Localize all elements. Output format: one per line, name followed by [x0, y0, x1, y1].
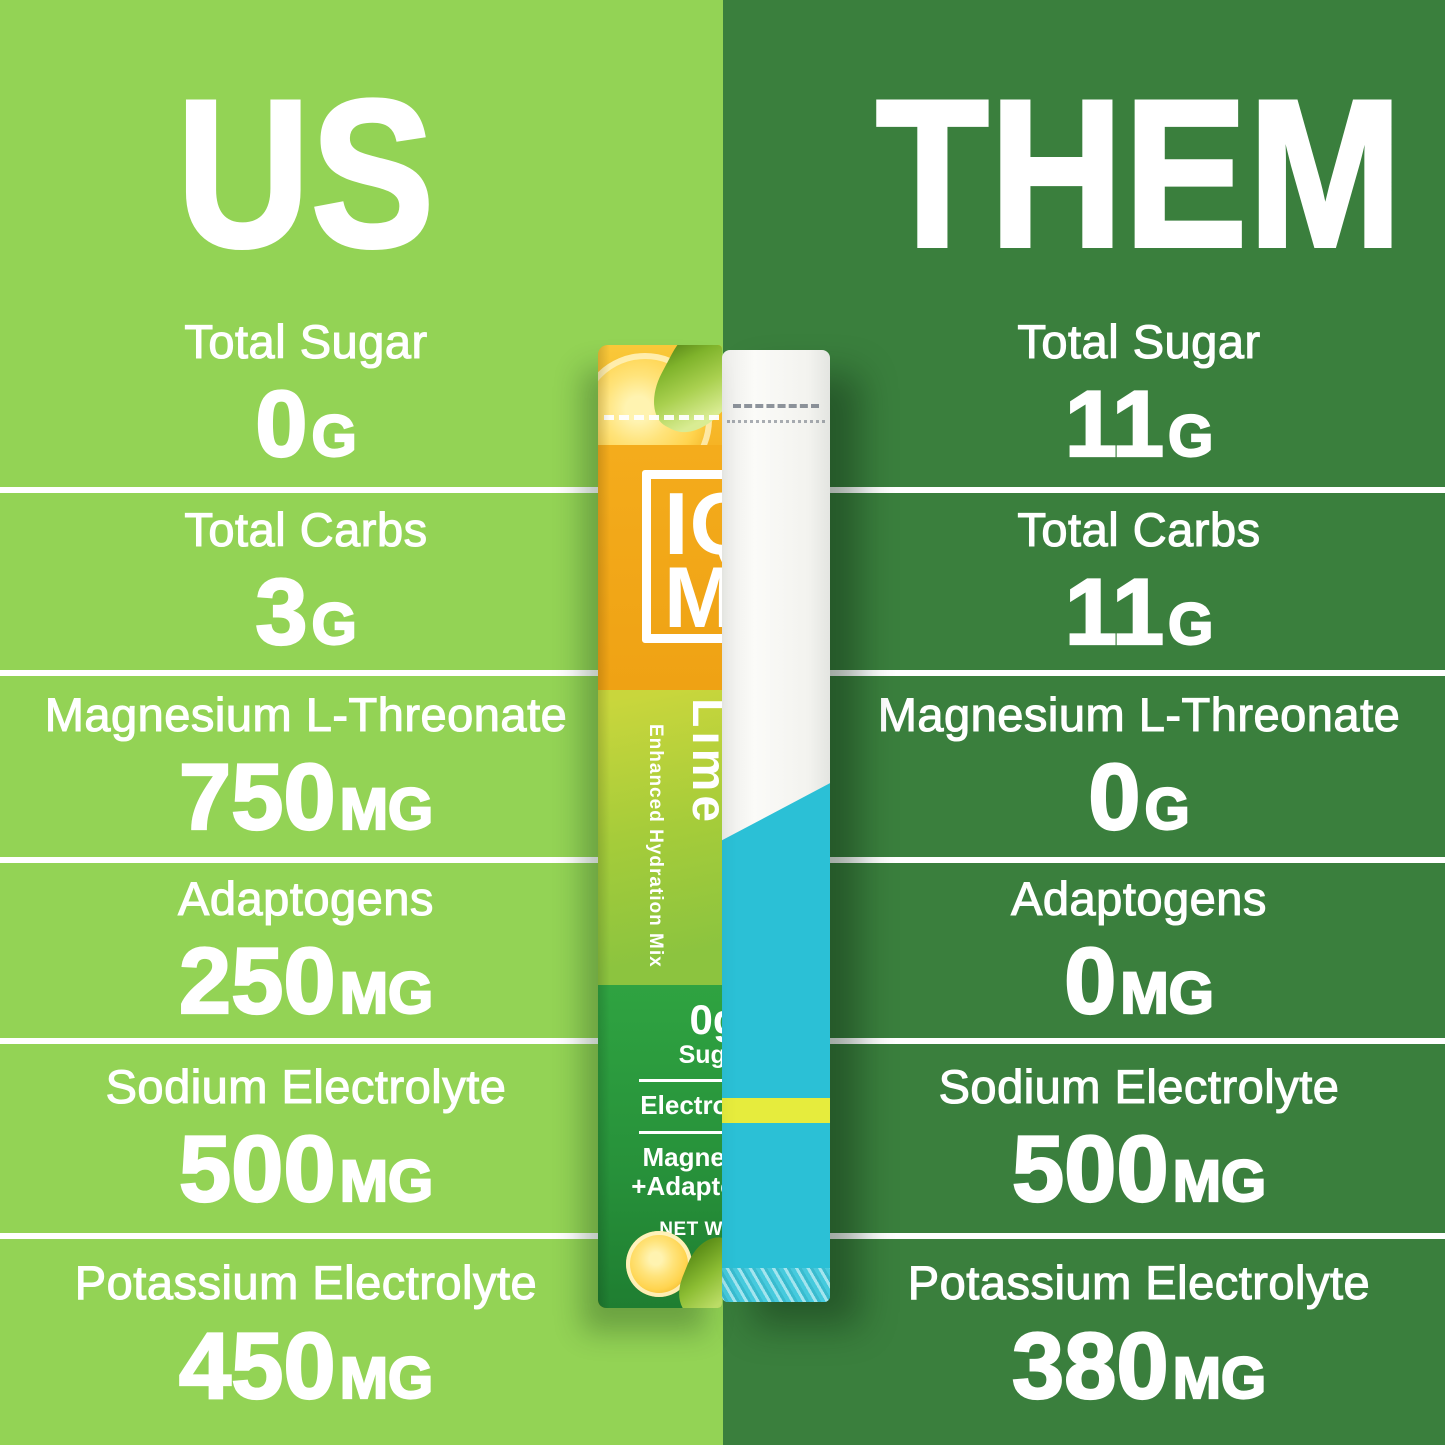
flavor-name: Lime: [682, 698, 722, 827]
stat-value: 0 MG: [1063, 928, 1215, 1034]
them-row-total-sugar: Total Sugar 11 G: [833, 300, 1445, 487]
stat-unit: G: [1167, 592, 1214, 658]
stat-unit: G: [1143, 777, 1190, 843]
stat-number: 0: [254, 371, 308, 477]
product-packet-competitor: [722, 350, 830, 1302]
them-row-adaptogens: Adaptogens 0 MG: [833, 863, 1445, 1038]
packet-claims-band: 0g Sugar Electrolytes Magnesium +Adaptog…: [598, 985, 722, 1308]
packet-edge-shading: [598, 345, 610, 1308]
packet-tear-line: [604, 415, 722, 420]
claim-magnesium: Magnesium: [642, 1142, 722, 1173]
stat-label: Adaptogens: [1010, 871, 1267, 925]
brand-logo-line2: MIX: [664, 549, 722, 646]
stat-unit: MG: [339, 1149, 435, 1215]
stat-number: 500: [178, 1116, 337, 1222]
claim-sugar-amount: 0g: [689, 996, 722, 1043]
packet-rule: [639, 1131, 722, 1135]
stat-label: Potassium Electrolyte: [74, 1256, 538, 1310]
stat-number: 0: [1063, 928, 1117, 1034]
stat-number: 250: [178, 928, 337, 1034]
stat-unit: MG: [1172, 1345, 1268, 1411]
stat-value: 450 MG: [178, 1312, 435, 1418]
stat-value: 750 MG: [178, 744, 435, 850]
stat-label: Total Carbs: [1017, 502, 1261, 556]
them-column-title: THEM: [833, 66, 1445, 281]
them-background-panel: [723, 0, 1445, 1445]
us-column-title: US: [0, 66, 612, 281]
them-row-potassium: Potassium Electrolyte 380 MG: [833, 1245, 1445, 1425]
us-row-sodium: Sodium Electrolyte 500 MG: [0, 1044, 612, 1233]
stat-number: 380: [1011, 1312, 1170, 1418]
stat-number: 11: [1064, 371, 1166, 477]
packet-crimp-perforation: [727, 420, 825, 423]
them-row-sodium: Sodium Electrolyte 500 MG: [833, 1044, 1445, 1233]
stat-label: Total Sugar: [1017, 314, 1261, 368]
stat-value: 250 MG: [178, 928, 435, 1034]
stat-value: 380 MG: [1011, 1312, 1268, 1418]
packet-crimp-perforation: [732, 404, 820, 408]
stat-label: Magnesium L-Threonate: [44, 687, 568, 741]
stat-value: 500 MG: [1011, 1116, 1268, 1222]
packet-logo-band: IQ MIX: [598, 445, 722, 690]
stat-unit: G: [310, 404, 357, 470]
competitor-packet-bottom-crimp: [722, 1268, 830, 1302]
stat-unit: MG: [1119, 961, 1215, 1027]
stat-label: Adaptogens: [177, 871, 434, 925]
us-row-magnesium: Magnesium L-Threonate 750 MG: [0, 676, 612, 857]
brand-logo: IQ MIX: [642, 470, 722, 643]
product-tagline: Enhanced Hydration Mix: [644, 724, 666, 968]
claim-electrolytes: Electrolytes: [640, 1090, 722, 1120]
stat-unit: G: [1167, 404, 1214, 470]
us-row-potassium: Potassium Electrolyte 450 MG: [0, 1245, 612, 1425]
packet-top-fruit-band: [598, 345, 722, 445]
stat-value: 11 G: [1064, 371, 1215, 477]
brand-logo-line1: IQ: [664, 474, 722, 573]
them-title-text: THEM: [874, 55, 1404, 291]
stat-unit: MG: [339, 961, 435, 1027]
stat-unit: G: [310, 592, 357, 658]
stat-value: 500 MG: [178, 1116, 435, 1222]
claim-adaptogens: +Adaptogens: [631, 1171, 722, 1202]
stat-unit: MG: [339, 1345, 435, 1411]
stat-label: Total Carbs: [184, 502, 428, 556]
stat-number: 450: [178, 1312, 337, 1418]
stat-number: 500: [1011, 1116, 1170, 1222]
packet-rule: [639, 1079, 722, 1082]
stat-unit: MG: [339, 777, 435, 843]
us-row-adaptogens: Adaptogens 250 MG: [0, 863, 612, 1038]
stat-label: Sodium Electrolyte: [938, 1059, 1340, 1113]
stat-label: Magnesium L-Threonate: [877, 687, 1401, 741]
stat-number: 750: [178, 744, 337, 850]
stat-label: Total Sugar: [184, 314, 428, 368]
product-packet-us: IQ MIX Lime Enhanced Hydration Mix 0g Su…: [598, 345, 722, 1308]
packet-flavor-band: Lime Enhanced Hydration Mix: [598, 690, 722, 985]
them-row-total-carbs: Total Carbs 11 G: [833, 493, 1445, 670]
stat-number: 3: [254, 559, 308, 665]
competitor-packet-teal-area: [722, 783, 830, 1302]
stat-label: Potassium Electrolyte: [907, 1256, 1371, 1310]
stat-unit: MG: [1172, 1149, 1268, 1215]
competitor-packet-yellow-band: [722, 1098, 830, 1123]
stat-number: 11: [1064, 559, 1166, 665]
us-title-text: US: [175, 55, 436, 291]
stat-value: 11 G: [1064, 559, 1215, 665]
claim-sugar-word: Sugar: [678, 1041, 722, 1069]
stat-number: 0: [1087, 744, 1141, 850]
stat-label: Sodium Electrolyte: [105, 1059, 507, 1113]
